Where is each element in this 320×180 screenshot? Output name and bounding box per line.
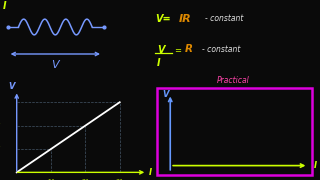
Text: V=: V= xyxy=(155,14,171,24)
Text: - constant: - constant xyxy=(202,45,240,54)
Text: V: V xyxy=(8,82,15,91)
Text: 2A: 2A xyxy=(81,179,90,180)
Text: 1A: 1A xyxy=(47,179,55,180)
Text: I: I xyxy=(3,1,7,11)
Text: 6V: 6V xyxy=(0,100,1,105)
Text: I: I xyxy=(157,58,161,68)
Text: Practical: Practical xyxy=(217,76,250,85)
Text: R: R xyxy=(185,44,193,55)
Text: 4V: 4V xyxy=(0,123,1,128)
Text: - constant: - constant xyxy=(205,14,244,23)
Text: V: V xyxy=(162,90,168,99)
Text: I: I xyxy=(149,168,152,177)
Text: 2V: 2V xyxy=(0,147,1,152)
Text: I: I xyxy=(313,161,316,170)
Text: IR: IR xyxy=(179,14,191,24)
Bar xyxy=(157,88,312,175)
Text: 3A: 3A xyxy=(116,179,124,180)
Text: V: V xyxy=(157,45,164,55)
Text: V: V xyxy=(52,60,59,69)
Text: =: = xyxy=(175,46,185,55)
